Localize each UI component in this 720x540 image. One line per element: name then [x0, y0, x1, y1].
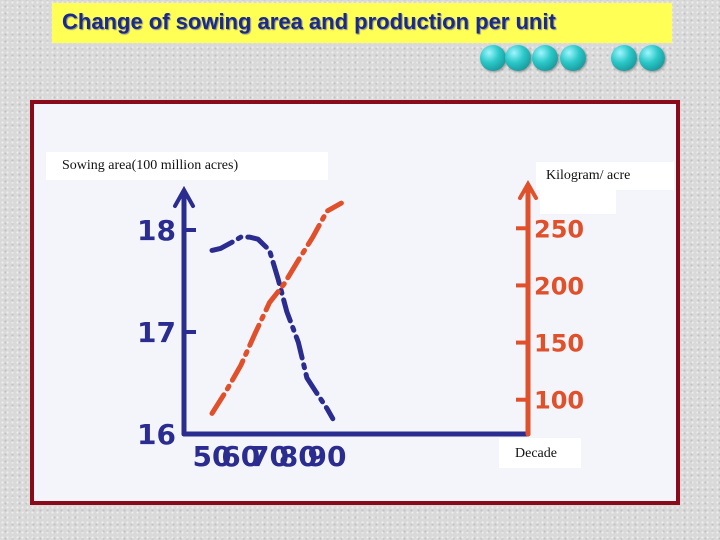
left-tick-label: 17 — [137, 316, 176, 349]
left-tick-label: 18 — [137, 214, 176, 247]
chart-frame: 16 17 18 100 150 200 250 50 60 70 80 90 Sowing area… — [30, 100, 680, 505]
title-banner: Change of sowing area and production per… — [52, 3, 672, 43]
yield-series-line — [209, 200, 344, 416]
x-tick-label: 90 — [308, 440, 347, 473]
right-tick-label: 150 — [534, 330, 584, 358]
right-axis-arrow-icon — [518, 179, 538, 200]
slide-title: Change of sowing area and production per… — [62, 9, 556, 34]
sowing-area-series-line — [209, 234, 336, 422]
left-tick-label: 16 — [137, 418, 176, 451]
teal-dot-icon — [532, 45, 558, 71]
right-tick-label: 200 — [534, 272, 584, 300]
teal-dot-icon — [639, 45, 665, 71]
right-tick-label: 100 — [534, 387, 584, 415]
right-axis-label: Kilogram/ acre — [536, 162, 674, 190]
x-tick-label: 70 — [250, 440, 289, 473]
teal-dot-icon — [505, 45, 531, 71]
left-axis-label: Sowing area(100 million acres) — [46, 152, 328, 180]
right-label-backing — [540, 188, 616, 214]
x-axis-label: Decade — [499, 438, 581, 468]
x-tick-label: 60 — [221, 440, 260, 473]
teal-dot-icon — [611, 45, 637, 71]
chart-paper: 16 17 18 100 150 200 250 50 60 70 80 90 Sowing area… — [34, 104, 676, 501]
right-tick-label: 250 — [534, 215, 584, 243]
teal-dot-icon — [480, 45, 506, 71]
axes-group — [173, 179, 538, 437]
series-group — [209, 200, 344, 422]
left-axis-arrow-icon — [173, 185, 195, 208]
teal-dot-icon — [560, 45, 586, 71]
x-tick-label: 50 — [193, 440, 232, 473]
x-tick-label: 80 — [279, 440, 318, 473]
